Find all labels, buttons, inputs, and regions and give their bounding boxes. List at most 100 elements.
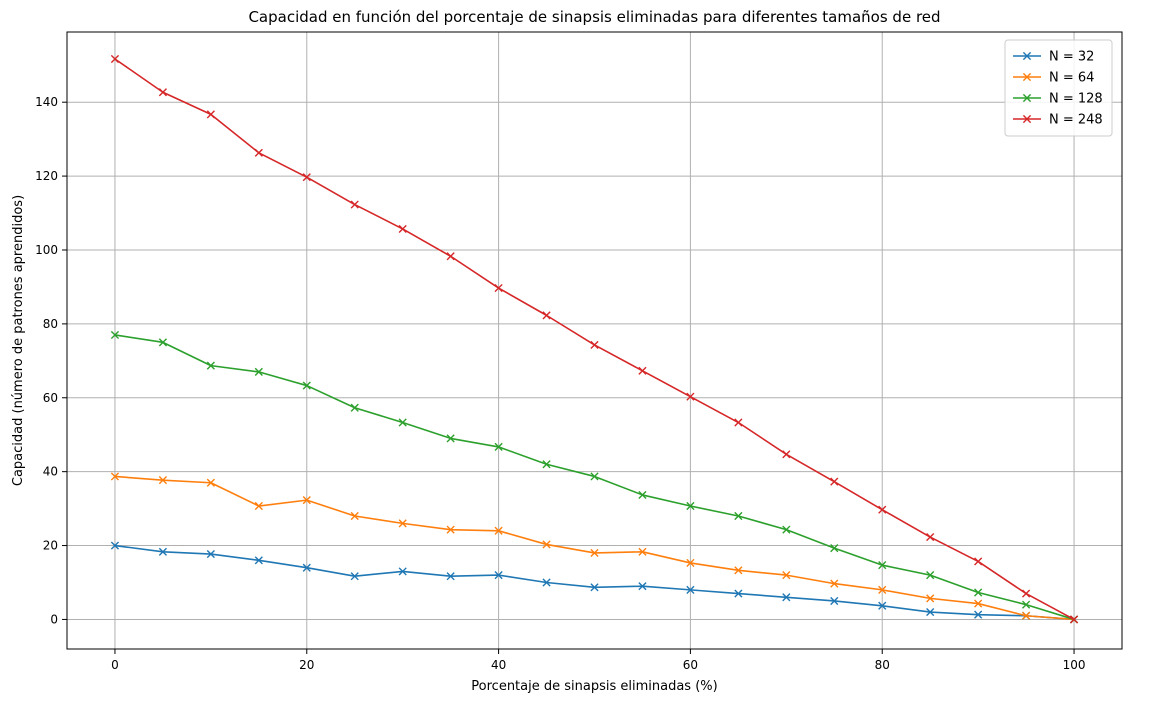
data-point [158, 338, 168, 347]
data-point [638, 582, 647, 591]
y-axis-label: Capacidad (número de patrones aprendidos… [11, 195, 26, 486]
legend-label: N = 248 [1049, 113, 1103, 128]
data-point [590, 472, 599, 481]
data-point [542, 311, 551, 320]
legend-marker [1022, 93, 1032, 103]
data-point [878, 601, 887, 610]
data-point [446, 434, 455, 443]
data-point [878, 585, 887, 594]
data-point [878, 505, 887, 514]
series-line [114, 544, 1075, 621]
legend-item: N = 64 [1013, 71, 1094, 86]
y-tick-label: 80 [43, 317, 58, 331]
data-point [590, 583, 599, 592]
data-point [158, 476, 168, 485]
data-point [734, 418, 743, 427]
data-point [494, 283, 503, 293]
data-point [782, 571, 791, 580]
data-point [350, 511, 359, 521]
chart-title: Capacidad en función del porcentaje de s… [248, 8, 940, 26]
data-point [158, 88, 168, 97]
x-tick-label: 80 [875, 658, 890, 672]
data-point [158, 547, 168, 556]
data-point [782, 450, 791, 459]
data-point [110, 472, 120, 481]
data-point [254, 556, 263, 565]
data-point [494, 571, 503, 580]
data-point [974, 610, 983, 619]
data-point [254, 148, 263, 157]
data-point [590, 548, 599, 558]
legend-item: N = 128 [1013, 92, 1103, 107]
x-tick-label: 40 [491, 658, 506, 672]
data-point [398, 567, 407, 576]
data-point [974, 588, 983, 597]
legend-label: N = 32 [1049, 50, 1094, 65]
data-point [782, 525, 791, 534]
data-point [926, 594, 935, 603]
data-point [494, 526, 503, 535]
data-point [686, 558, 695, 568]
data-point [206, 549, 215, 559]
legend: N = 32 N = 64 N = 128 N = 248 [1004, 39, 1113, 137]
data-point [542, 578, 551, 587]
series-3 [110, 54, 1079, 624]
x-tick-label: 60 [683, 658, 698, 672]
data-point [302, 563, 311, 572]
y-tick-label: 100 [35, 243, 58, 257]
data-point [830, 579, 839, 588]
data-point [878, 561, 887, 570]
y-tick-label: 20 [43, 539, 58, 553]
data-point [446, 525, 455, 534]
data-point [110, 330, 120, 340]
data-point [830, 596, 839, 606]
data-point [638, 366, 647, 375]
data-point [782, 593, 791, 602]
data-point [1021, 589, 1031, 598]
data-point [254, 501, 263, 511]
data-point [350, 403, 359, 412]
data-point [638, 547, 647, 556]
series-0 [110, 541, 1079, 624]
ticks: 0 20 40 60 80 100 0 20 40 60 80 100 120 140 [35, 95, 1085, 672]
data-point [110, 541, 120, 550]
data-point [926, 607, 935, 617]
y-tick-label: 60 [43, 391, 58, 405]
legend-label: N = 128 [1049, 92, 1103, 107]
data-point [1021, 600, 1031, 609]
data-point [302, 173, 311, 182]
data-point [1069, 615, 1079, 624]
legend-marker [1022, 51, 1032, 61]
data-point [1021, 611, 1031, 620]
data-point [398, 519, 407, 528]
data-point [398, 418, 407, 427]
legend-item: N = 248 [1013, 113, 1103, 128]
data-point [350, 572, 359, 581]
y-tick-label: 40 [43, 465, 58, 479]
y-tick-label: 120 [35, 169, 58, 183]
data-point [206, 478, 215, 487]
data-point [926, 571, 935, 580]
x-tick-label: 100 [1063, 658, 1086, 672]
legend-item: N = 32 [1013, 50, 1094, 65]
data-point [302, 381, 311, 390]
data-point [686, 585, 695, 594]
data-point [302, 496, 311, 505]
data-point [638, 490, 647, 500]
data-point [206, 361, 215, 370]
legend-box [1004, 39, 1113, 137]
data-point [734, 589, 743, 598]
data-point [974, 557, 983, 566]
x-tick-label: 0 [111, 658, 119, 672]
data-point [494, 442, 503, 451]
data-point [542, 460, 551, 469]
data-point [686, 501, 695, 511]
series-1 [110, 472, 1079, 624]
data-point [446, 572, 455, 581]
y-tick-label: 140 [35, 95, 58, 109]
data-point [110, 54, 120, 64]
data-point [830, 477, 839, 486]
data-point [446, 252, 455, 261]
data-point [830, 544, 839, 553]
data-point [542, 540, 551, 549]
